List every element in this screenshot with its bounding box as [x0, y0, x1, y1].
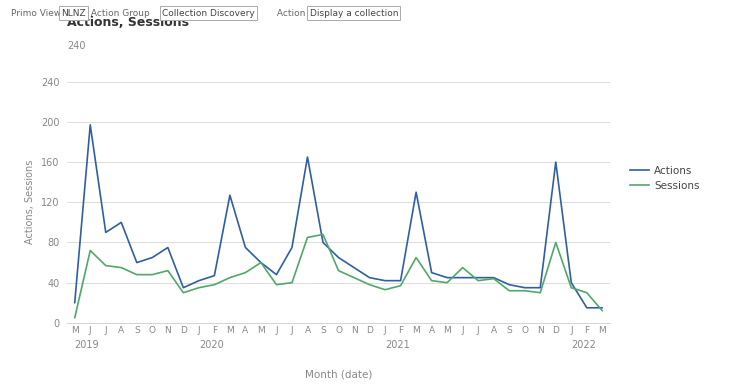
Text: 2020: 2020 — [199, 340, 224, 350]
Text: Primo View: Primo View — [11, 9, 64, 18]
Text: Action: Action — [274, 9, 308, 18]
Text: NLNZ: NLNZ — [61, 9, 86, 18]
Text: Action Group: Action Group — [88, 9, 153, 18]
Y-axis label: Actions, Sessions: Actions, Sessions — [25, 160, 35, 244]
Text: 2022: 2022 — [571, 340, 596, 350]
Legend: Actions, Sessions: Actions, Sessions — [626, 161, 704, 195]
Text: 2019: 2019 — [74, 340, 100, 350]
Text: Display a collection: Display a collection — [310, 9, 398, 18]
Text: 2021: 2021 — [385, 340, 410, 350]
Text: Month (date): Month (date) — [305, 369, 372, 379]
Text: 240: 240 — [67, 41, 86, 51]
Text: Actions, Sessions: Actions, Sessions — [67, 16, 189, 29]
Text: Collection Discovery: Collection Discovery — [162, 9, 255, 18]
